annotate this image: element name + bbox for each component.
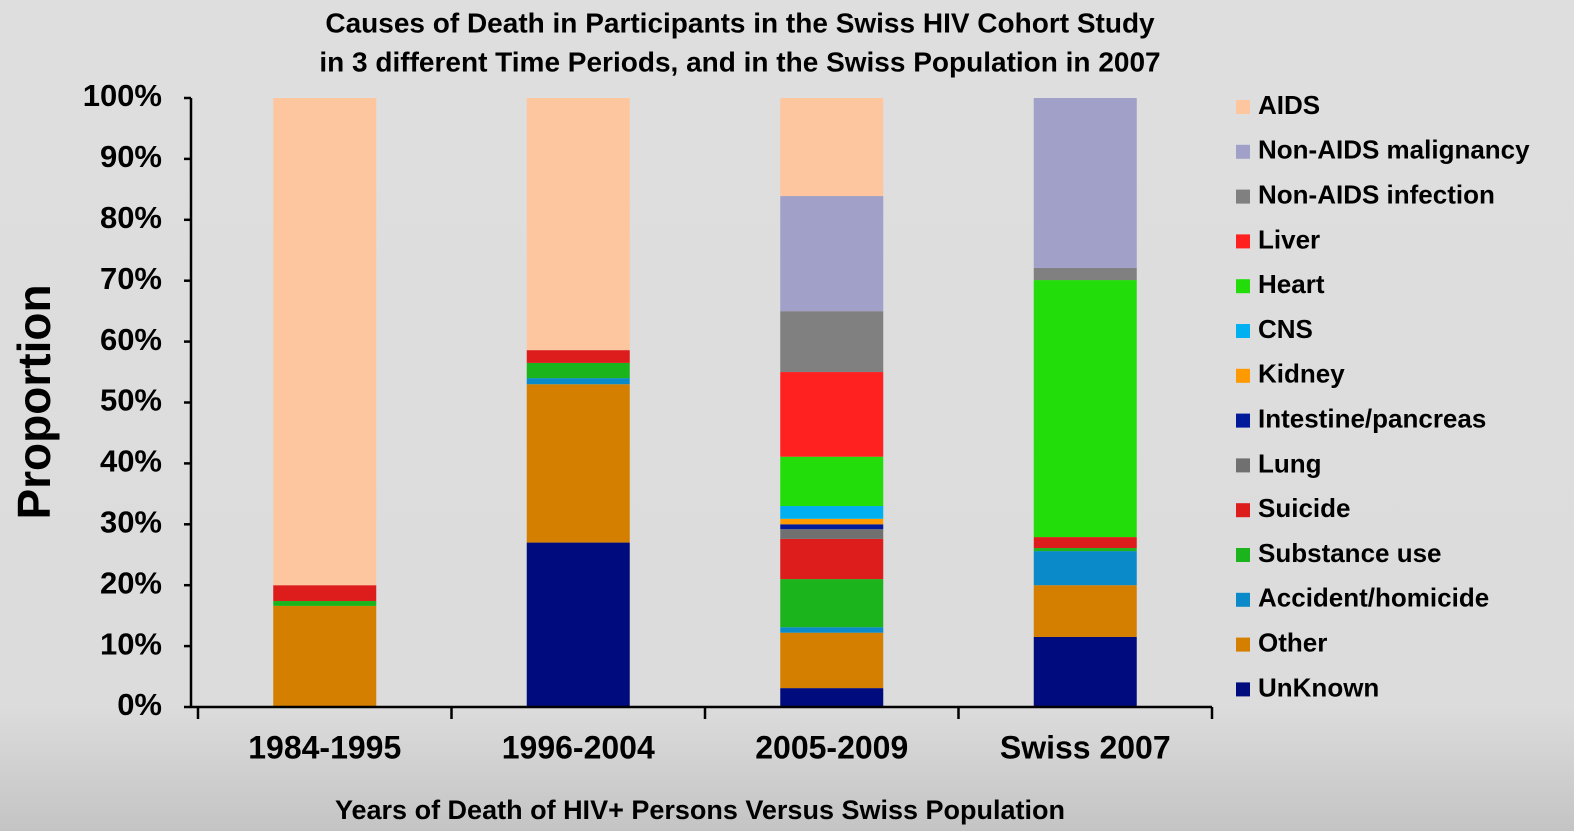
legend-label: AIDS <box>1258 90 1320 120</box>
bar-segment <box>526 350 630 363</box>
bar-segment <box>780 196 884 312</box>
legend-swatch <box>1236 458 1250 473</box>
bar-segment <box>780 632 884 689</box>
bar-segment <box>780 627 884 633</box>
legend-swatch <box>1236 682 1250 697</box>
legend-swatch <box>1236 234 1250 249</box>
legend-label: Substance use <box>1258 538 1442 568</box>
legend-swatch <box>1236 637 1250 652</box>
bar-segment <box>780 311 884 373</box>
legend-swatch <box>1236 413 1250 428</box>
x-tick-label: 1984-1995 <box>248 729 401 765</box>
chart-title: Causes of Death in Participants in the S… <box>325 7 1155 38</box>
bar-segment <box>273 585 377 602</box>
legend-swatch <box>1236 592 1250 607</box>
legend-swatch <box>1236 324 1250 338</box>
bar-segment <box>780 524 884 530</box>
bar-segment <box>1033 548 1137 552</box>
legend-label: Intestine/pancreas <box>1258 403 1486 433</box>
bar-segment <box>273 605 377 707</box>
chart-title: in 3 different Time Periods, and in the … <box>319 46 1160 77</box>
legend-label: Kidney <box>1258 359 1345 389</box>
bar-segment <box>1033 585 1137 637</box>
legend-label: Suicide <box>1258 493 1350 523</box>
bar-segment <box>780 688 884 707</box>
bar-segment <box>526 378 630 385</box>
y-tick-label: 50% <box>100 383 162 418</box>
legend-label: Heart <box>1258 269 1325 299</box>
bar-segment <box>526 362 630 379</box>
bar-segment <box>780 98 884 197</box>
x-axis-label: Years of Death of HIV+ Persons Versus Sw… <box>335 795 1065 825</box>
x-tick-label: 1996-2004 <box>502 729 655 765</box>
bar-segment <box>1033 98 1137 268</box>
legend-label: Non-AIDS infection <box>1258 179 1495 209</box>
bar-segment <box>273 601 377 606</box>
y-axis-label: Proportion <box>8 284 60 519</box>
legend-label: UnKnown <box>1258 672 1379 702</box>
bar-segment <box>1033 537 1137 549</box>
x-tick-label: Swiss 2007 <box>1000 729 1171 765</box>
bar-segment <box>780 579 884 628</box>
legend-swatch <box>1236 100 1250 114</box>
legend-label: Liver <box>1258 224 1320 254</box>
legend-swatch <box>1236 368 1250 383</box>
legend-swatch <box>1236 548 1250 562</box>
y-tick-label: 0% <box>117 687 162 722</box>
legend-label: CNS <box>1258 314 1313 344</box>
bar-segment <box>1033 280 1137 538</box>
bar-segment <box>526 98 630 351</box>
x-tick-label: 2005-2009 <box>755 729 908 765</box>
bar-segment <box>780 506 884 519</box>
bar-segment <box>780 456 884 507</box>
bar-segment <box>780 372 884 457</box>
y-tick-label: 20% <box>100 565 162 600</box>
bar-segment <box>1033 551 1137 586</box>
bar-segment <box>780 529 884 539</box>
legend-swatch <box>1236 189 1250 204</box>
legend-label: Other <box>1258 627 1327 657</box>
bar-segment <box>1033 636 1137 707</box>
legend-swatch <box>1236 144 1250 159</box>
legend-swatch <box>1236 279 1250 294</box>
bar-segment <box>1033 267 1137 281</box>
y-tick-label: 60% <box>100 322 162 357</box>
y-tick-label: 30% <box>100 504 162 539</box>
bar-segment <box>780 538 884 580</box>
legend-label: Lung <box>1258 448 1322 478</box>
bar-segment <box>526 542 630 707</box>
legend-label: Non-AIDS malignancy <box>1258 135 1530 165</box>
y-tick-label: 80% <box>100 200 162 235</box>
legend-label: Accident/homicide <box>1258 583 1489 613</box>
legend-swatch <box>1236 503 1250 518</box>
y-tick-label: 100% <box>83 78 162 113</box>
bar-segment <box>780 518 884 525</box>
y-tick-label: 40% <box>100 444 162 479</box>
bar-segment <box>526 384 630 543</box>
y-tick-label: 90% <box>100 139 162 174</box>
y-tick-label: 70% <box>100 261 162 296</box>
y-tick-label: 10% <box>100 626 162 661</box>
bar-segment <box>273 98 377 586</box>
